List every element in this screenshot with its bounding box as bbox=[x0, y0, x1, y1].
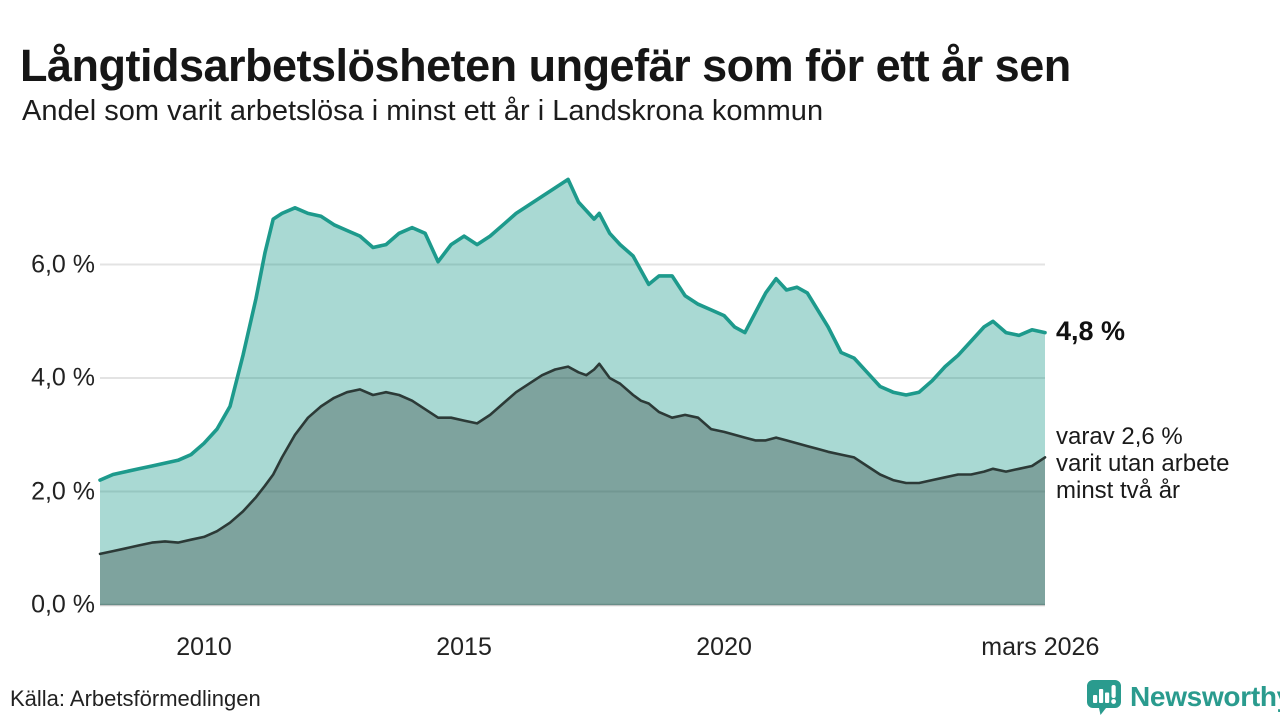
x-tick-label: 2015 bbox=[436, 633, 492, 661]
chart-subtitle: Andel som varit arbetslösa i minst ett å… bbox=[22, 95, 824, 127]
y-tick-label: 2,0 % bbox=[31, 477, 95, 505]
secondary-value-label: varav 2,6 % varit utan arbete minst två … bbox=[1056, 423, 1230, 504]
y-tick-label: 4,0 % bbox=[31, 363, 95, 392]
latest-value-label: 4,8 % bbox=[1056, 316, 1126, 346]
newsworthy-wordmark: Newsworthy bbox=[1130, 681, 1280, 712]
x-tick-label: mars 2026 bbox=[981, 633, 1100, 661]
x-tick-label: 2010 bbox=[176, 633, 232, 661]
unemployed-one-year-line bbox=[98, 177, 1047, 482]
y-tick-label: 0,0 % bbox=[31, 590, 95, 619]
unemployed-two-years-line bbox=[98, 362, 1047, 556]
page-title: Långtidsarbetslösheten ungefär som för e… bbox=[20, 40, 1071, 92]
x-tick-label: 2020 bbox=[696, 633, 752, 661]
source-credit: Källa: Arbetsförmedlingen bbox=[10, 686, 261, 711]
y-tick-label: 6,0 % bbox=[31, 250, 95, 278]
newsworthy-logo: Newsworthy bbox=[1084, 677, 1280, 717]
unemployed-one-year-area bbox=[100, 179, 1045, 605]
newsworthy-bubble-chart-icon bbox=[1087, 680, 1121, 715]
unemployed-two-years-area bbox=[100, 363, 1045, 605]
